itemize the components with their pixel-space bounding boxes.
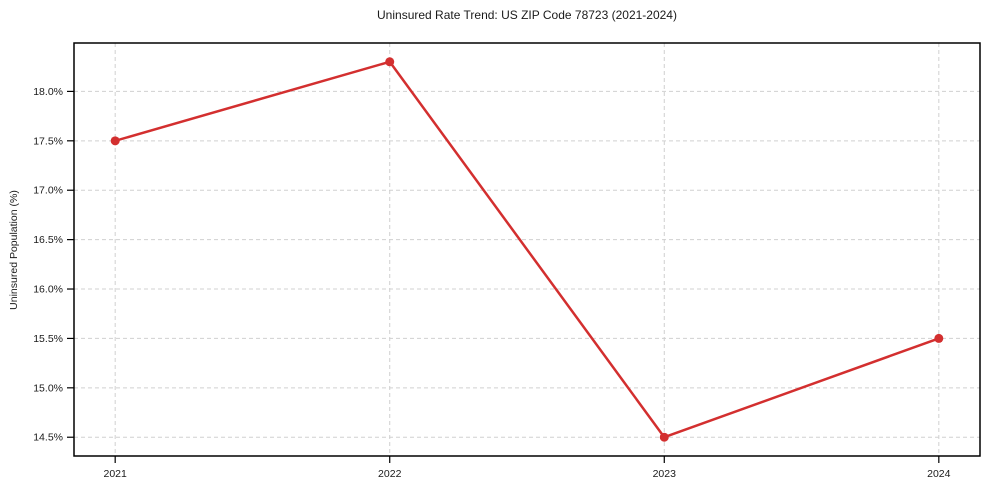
y-tick-label-17: 17.0% — [33, 185, 63, 197]
x-tick-label-2021: 2021 — [104, 468, 128, 480]
y-tick-label-15: 15.0% — [33, 382, 63, 394]
y-tick-label-14.5: 14.5% — [33, 432, 63, 444]
data-point-2023 — [659, 432, 669, 442]
y-tick-label-18: 18.0% — [33, 86, 63, 98]
plot-border — [73, 42, 981, 457]
chart-title: Uninsured Rate Trend: US ZIP Code 78723 … — [377, 8, 677, 22]
data-point-2022 — [385, 57, 395, 67]
x-tick-label-2024: 2024 — [927, 468, 951, 480]
y-tick-label-17.5: 17.5% — [33, 135, 63, 147]
y-tick-label-16.5: 16.5% — [33, 234, 63, 246]
data-point-2024 — [934, 333, 944, 343]
x-tick-label-2023: 2023 — [653, 468, 677, 480]
y-axis-label: Uninsured Population (%) — [8, 190, 20, 310]
y-tick-label-15.5: 15.5% — [33, 333, 63, 345]
y-tick-label-16: 16.0% — [33, 284, 63, 296]
trend-line — [113, 60, 941, 439]
x-tick-label-2022: 2022 — [378, 468, 402, 480]
data-point-2021 — [110, 136, 120, 146]
